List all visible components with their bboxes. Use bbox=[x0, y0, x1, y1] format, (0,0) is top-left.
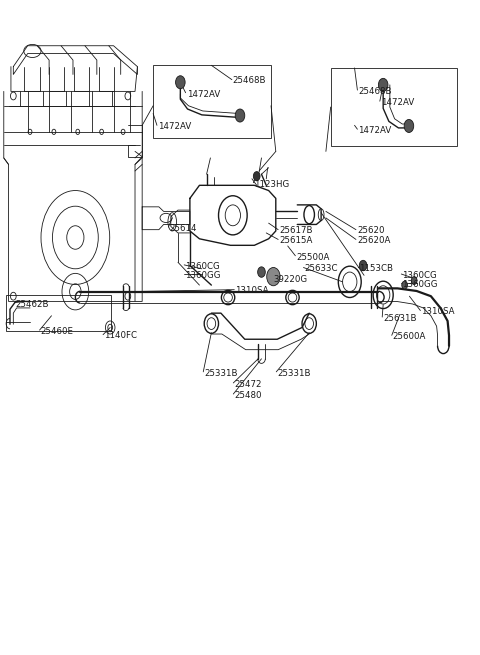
Circle shape bbox=[258, 267, 265, 277]
Text: 1360GG: 1360GG bbox=[185, 271, 221, 280]
Bar bbox=[6, 295, 111, 331]
Text: 1472AV: 1472AV bbox=[359, 126, 392, 135]
Text: 25331B: 25331B bbox=[277, 369, 311, 378]
Text: 25620A: 25620A bbox=[357, 236, 390, 245]
Circle shape bbox=[402, 281, 408, 289]
Text: 25615A: 25615A bbox=[279, 236, 312, 245]
Text: 25460E: 25460E bbox=[40, 327, 73, 336]
Bar bbox=[331, 68, 457, 146]
Circle shape bbox=[378, 79, 388, 92]
Text: 1472AV: 1472AV bbox=[187, 90, 220, 98]
Text: 25468B: 25468B bbox=[233, 77, 266, 85]
Text: 1153CB: 1153CB bbox=[360, 265, 393, 273]
Circle shape bbox=[267, 267, 280, 286]
Text: 1472AV: 1472AV bbox=[158, 122, 191, 131]
Text: 1140FC: 1140FC bbox=[104, 331, 137, 341]
Text: 1123HG: 1123HG bbox=[254, 179, 289, 189]
Text: 25600A: 25600A bbox=[393, 332, 426, 341]
Circle shape bbox=[176, 76, 185, 89]
Circle shape bbox=[404, 119, 414, 132]
Text: 25462B: 25462B bbox=[16, 299, 49, 309]
Circle shape bbox=[360, 260, 367, 271]
Text: 25633C: 25633C bbox=[304, 265, 338, 273]
Bar bbox=[153, 66, 271, 138]
Text: 25480: 25480 bbox=[234, 391, 262, 400]
Text: 1310SA: 1310SA bbox=[235, 286, 269, 295]
Circle shape bbox=[235, 109, 245, 122]
Text: 1360GG: 1360GG bbox=[402, 280, 438, 289]
Circle shape bbox=[253, 172, 260, 181]
Text: 25617B: 25617B bbox=[279, 227, 312, 235]
Circle shape bbox=[411, 276, 417, 284]
Text: 25614: 25614 bbox=[169, 224, 197, 233]
Text: 25620: 25620 bbox=[357, 227, 384, 235]
Text: 25468B: 25468B bbox=[359, 87, 392, 96]
Text: 1360CG: 1360CG bbox=[185, 262, 220, 271]
Text: 25331B: 25331B bbox=[204, 369, 238, 378]
Text: 25472: 25472 bbox=[234, 380, 262, 389]
Text: 1472AV: 1472AV bbox=[381, 98, 414, 107]
Text: 1360CG: 1360CG bbox=[402, 271, 437, 280]
Text: 39220G: 39220G bbox=[274, 274, 308, 284]
Text: 25631B: 25631B bbox=[383, 314, 417, 323]
Text: 1310SA: 1310SA bbox=[421, 307, 455, 316]
Text: 25500A: 25500A bbox=[296, 253, 330, 261]
